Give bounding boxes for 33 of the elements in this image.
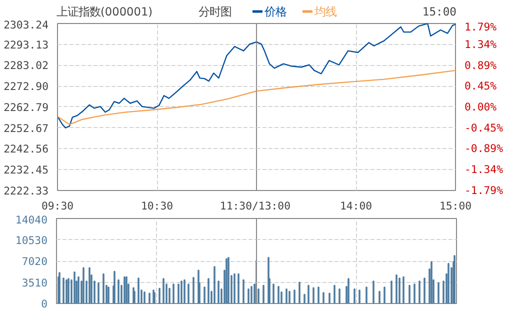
y-tick-label: 2232.45 <box>4 164 49 177</box>
text: -0.89% <box>464 142 503 156</box>
chart-subtitle: 分时图 <box>198 4 232 18</box>
y-tick-label: 14040 <box>15 214 48 226</box>
x-tick-label: 15:00 <box>439 200 472 212</box>
text: 0.45% <box>464 80 497 93</box>
chart-title: 上证指数(000001) <box>56 4 153 18</box>
text: 0.89% <box>464 58 497 72</box>
y-tick-label: 2262.79 <box>4 100 49 114</box>
x-tick-label: 14:00 <box>340 200 372 212</box>
x-tick-label: 09:30 <box>41 200 74 212</box>
y-tick-label: 2242.56 <box>4 142 49 156</box>
legend-label: 均线 <box>314 4 336 18</box>
y-tick-label: 2283.02 <box>4 59 49 72</box>
y-tick-label: 3510 <box>22 276 48 290</box>
x-tick-label: 10:30 <box>140 200 174 212</box>
y-tick-label: 7020 <box>22 255 48 268</box>
y-tick-label: 0 <box>41 298 48 310</box>
text: 0.00% <box>464 100 497 114</box>
x-tick-label: 11:30/13:00 <box>220 200 291 212</box>
text: 1.34% <box>464 38 497 51</box>
text: 15:00 <box>422 4 457 18</box>
text: -1.79% <box>464 184 503 197</box>
text: -1.34% <box>464 163 503 176</box>
y-tick-label: 2293.13 <box>4 38 49 52</box>
legend-label: 价格 <box>264 4 286 18</box>
y-tick-label: 2303.24 <box>4 18 49 32</box>
text: -0.45% <box>464 121 503 134</box>
y-tick-label: 10530 <box>15 234 48 247</box>
text: 1.79% <box>464 20 497 34</box>
y-tick-label: 2272.90 <box>4 80 49 94</box>
y-tick-label: 2222.33 <box>4 184 49 198</box>
y-tick-label: 2252.67 <box>4 122 49 135</box>
